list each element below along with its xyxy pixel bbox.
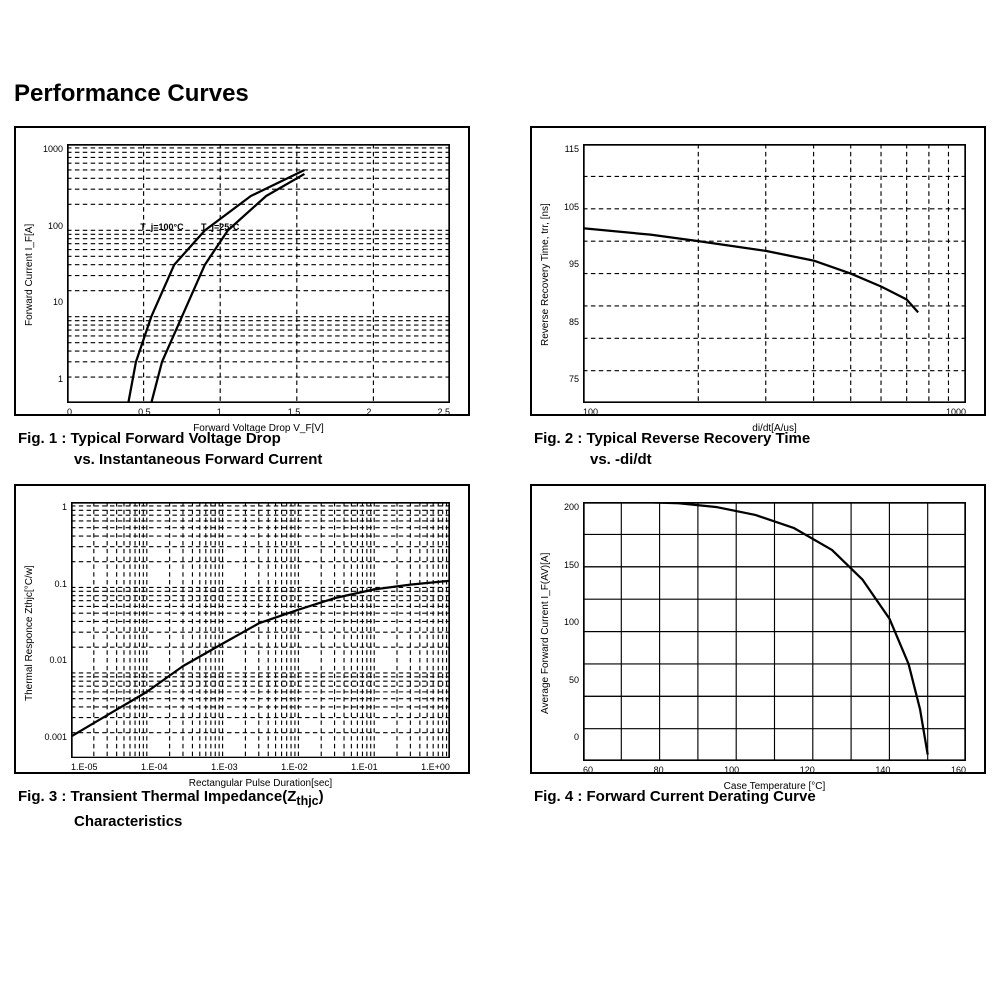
fig4-ylabel: Average Forward Current I_F(AV)[A] xyxy=(538,502,553,764)
fig2-caption: Fig. 2 : Typical Reverse Recovery Time v… xyxy=(530,428,986,470)
fig1-ylabel: Forward Current I_F[A] xyxy=(22,144,37,406)
fig1-caption: Fig. 1 : Typical Forward Voltage Drop vs… xyxy=(14,428,470,470)
fig4-caption-l1: Fig. 4 : Forward Current Derating Curve xyxy=(534,788,816,805)
fig4-yticks: 200150100500 xyxy=(553,502,583,764)
fig1-plot: T_j=100°C T_j=25°C xyxy=(67,144,450,403)
fig3-caption: Fig. 3 : Transient Thermal Impedance(Zth… xyxy=(14,786,470,832)
fig3-xticks: 1.E-051.E-041.E-031.E-021.E-011.E+00 xyxy=(71,762,450,772)
fig3-caption-l1: Fig. 3 : Transient Thermal Impedance(Z xyxy=(18,788,296,805)
header-spacer xyxy=(14,10,986,80)
fig2-plotwrap: 1001000 di/dt[A/us] xyxy=(583,144,966,406)
fig1-cell: Forward Current I_F[A] 1000100101 T_j=10… xyxy=(14,126,470,470)
fig1-annot-25c: T_j=25°C xyxy=(201,222,239,232)
fig1-frame: Forward Current I_F[A] 1000100101 T_j=10… xyxy=(14,126,470,416)
fig1-caption-l2: vs. Instantaneous Forward Current xyxy=(18,449,470,470)
fig1-plotwrap: T_j=100°C T_j=25°C 00.511.522.5 Forward … xyxy=(67,144,450,406)
fig3-yticks: 10.10.010.001 xyxy=(37,502,71,764)
fig4-frame: Average Forward Current I_F(AV)[A] 20015… xyxy=(530,484,986,774)
fig3-caption-sub: thjc xyxy=(296,794,318,808)
fig1-yticks: 1000100101 xyxy=(37,144,67,406)
fig2-frame: Reverse Recovery Time, trr, [ns] 1151059… xyxy=(530,126,986,416)
fig1-caption-l1: Fig. 1 : Typical Forward Voltage Drop xyxy=(18,430,281,447)
fig4-xticks: 6080100120140160 xyxy=(583,765,966,775)
section-title: Performance Curves xyxy=(14,80,986,108)
fig2-cell: Reverse Recovery Time, trr, [ns] 1151059… xyxy=(530,126,986,470)
fig2-caption-l2: vs. -di/dt xyxy=(534,449,986,470)
fig2-ylabel: Reverse Recovery Time, trr, [ns] xyxy=(538,144,553,406)
fig4-plot xyxy=(583,502,966,761)
fig3-ylabel: Thermal Responce Zthjc[°C/w] xyxy=(22,502,37,764)
charts-grid: Forward Current I_F[A] 1000100101 T_j=10… xyxy=(14,126,986,832)
fig2-yticks: 115105958575 xyxy=(553,144,583,406)
fig3-plot xyxy=(71,502,450,758)
fig1-xticks: 00.511.522.5 xyxy=(67,407,450,417)
fig3-caption-l2: Characteristics xyxy=(18,811,470,832)
fig2-plot xyxy=(583,144,966,403)
fig2-xticks: 1001000 xyxy=(583,407,966,417)
fig1-annot-100c: T_j=100°C xyxy=(140,222,183,232)
fig4-cell: Average Forward Current I_F(AV)[A] 20015… xyxy=(530,484,986,832)
fig4-plotwrap: 6080100120140160 Case Temperature [°C] xyxy=(583,502,966,764)
fig3-plotwrap: 1.E-051.E-041.E-031.E-021.E-011.E+00 Rec… xyxy=(71,502,450,764)
fig3-caption-l1b: ) xyxy=(319,788,324,805)
fig3-frame: Thermal Responce Zthjc[°C/w] 10.10.010.0… xyxy=(14,484,470,774)
fig2-caption-l1: Fig. 2 : Typical Reverse Recovery Time xyxy=(534,430,810,447)
fig3-cell: Thermal Responce Zthjc[°C/w] 10.10.010.0… xyxy=(14,484,470,832)
